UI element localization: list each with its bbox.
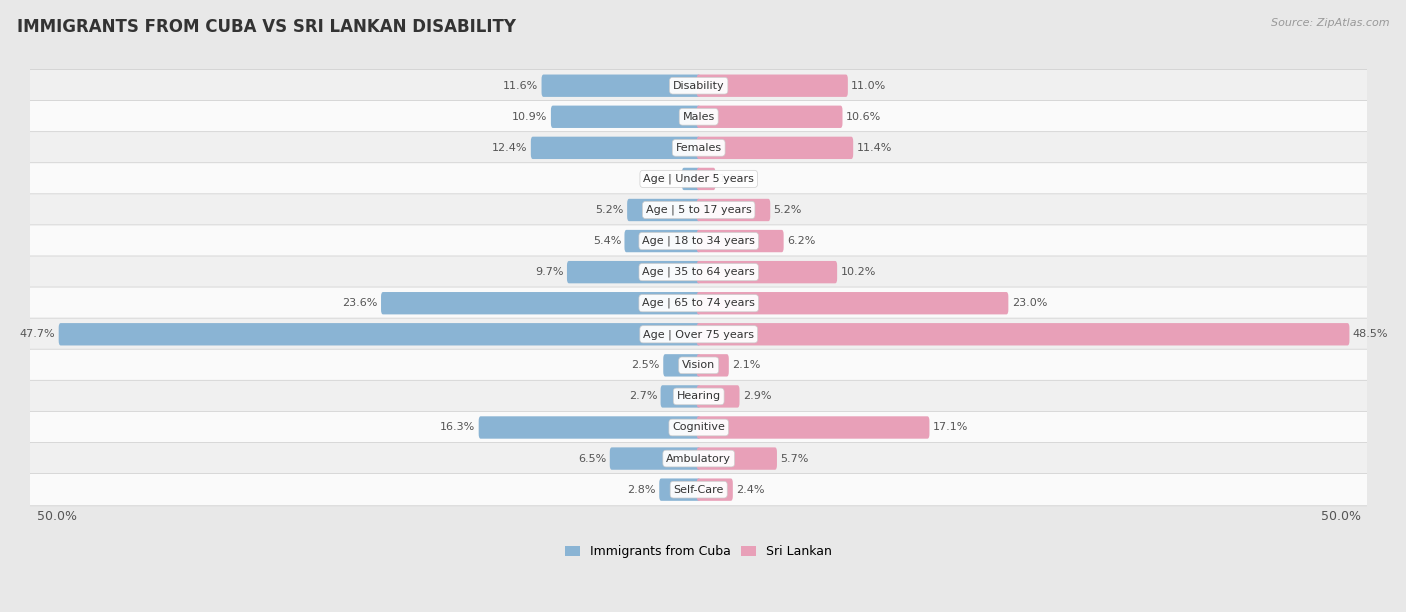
Text: 11.6%: 11.6%	[503, 81, 538, 91]
Text: 5.2%: 5.2%	[595, 205, 624, 215]
Text: Females: Females	[676, 143, 721, 153]
Text: 2.1%: 2.1%	[733, 360, 761, 370]
FancyBboxPatch shape	[627, 199, 700, 221]
Text: 50.0%: 50.0%	[37, 510, 76, 523]
Text: Age | Over 75 years: Age | Over 75 years	[643, 329, 754, 340]
Text: Age | 5 to 17 years: Age | 5 to 17 years	[645, 205, 752, 215]
FancyBboxPatch shape	[697, 354, 728, 376]
FancyBboxPatch shape	[697, 323, 1350, 345]
FancyBboxPatch shape	[30, 132, 1368, 164]
FancyBboxPatch shape	[610, 447, 700, 470]
Text: Age | 18 to 34 years: Age | 18 to 34 years	[643, 236, 755, 246]
FancyBboxPatch shape	[30, 194, 1368, 226]
FancyBboxPatch shape	[478, 416, 700, 439]
Text: 2.4%: 2.4%	[737, 485, 765, 494]
Text: Males: Males	[682, 112, 714, 122]
FancyBboxPatch shape	[697, 106, 842, 128]
FancyBboxPatch shape	[697, 292, 1008, 315]
FancyBboxPatch shape	[30, 380, 1368, 412]
Text: IMMIGRANTS FROM CUBA VS SRI LANKAN DISABILITY: IMMIGRANTS FROM CUBA VS SRI LANKAN DISAB…	[17, 18, 516, 36]
Text: Age | 65 to 74 years: Age | 65 to 74 years	[643, 298, 755, 308]
FancyBboxPatch shape	[551, 106, 700, 128]
Text: 5.7%: 5.7%	[780, 453, 808, 463]
FancyBboxPatch shape	[682, 168, 700, 190]
FancyBboxPatch shape	[659, 479, 700, 501]
Text: 11.4%: 11.4%	[856, 143, 891, 153]
Text: 10.9%: 10.9%	[512, 112, 547, 122]
FancyBboxPatch shape	[697, 75, 848, 97]
Text: 9.7%: 9.7%	[536, 267, 564, 277]
FancyBboxPatch shape	[541, 75, 700, 97]
FancyBboxPatch shape	[624, 230, 700, 252]
Text: 50.0%: 50.0%	[1320, 510, 1361, 523]
Text: 17.1%: 17.1%	[932, 422, 969, 433]
Text: 5.4%: 5.4%	[593, 236, 621, 246]
FancyBboxPatch shape	[697, 199, 770, 221]
FancyBboxPatch shape	[30, 163, 1368, 195]
FancyBboxPatch shape	[697, 479, 733, 501]
Text: Disability: Disability	[673, 81, 724, 91]
Text: Cognitive: Cognitive	[672, 422, 725, 433]
Text: 2.5%: 2.5%	[631, 360, 659, 370]
Text: 12.4%: 12.4%	[492, 143, 527, 153]
Text: 6.5%: 6.5%	[578, 453, 606, 463]
FancyBboxPatch shape	[30, 474, 1368, 506]
Text: 23.6%: 23.6%	[342, 298, 378, 308]
FancyBboxPatch shape	[697, 447, 778, 470]
FancyBboxPatch shape	[30, 411, 1368, 444]
FancyBboxPatch shape	[664, 354, 700, 376]
FancyBboxPatch shape	[30, 256, 1368, 288]
Text: 23.0%: 23.0%	[1012, 298, 1047, 308]
Text: 16.3%: 16.3%	[440, 422, 475, 433]
FancyBboxPatch shape	[30, 442, 1368, 475]
Text: 1.1%: 1.1%	[651, 174, 679, 184]
FancyBboxPatch shape	[30, 287, 1368, 319]
Text: 2.7%: 2.7%	[628, 392, 657, 401]
Text: Hearing: Hearing	[676, 392, 721, 401]
FancyBboxPatch shape	[59, 323, 700, 345]
FancyBboxPatch shape	[30, 349, 1368, 381]
FancyBboxPatch shape	[697, 416, 929, 439]
FancyBboxPatch shape	[30, 318, 1368, 351]
FancyBboxPatch shape	[661, 385, 700, 408]
Legend: Immigrants from Cuba, Sri Lankan: Immigrants from Cuba, Sri Lankan	[561, 540, 837, 563]
Text: 2.8%: 2.8%	[627, 485, 657, 494]
FancyBboxPatch shape	[30, 100, 1368, 133]
FancyBboxPatch shape	[697, 385, 740, 408]
FancyBboxPatch shape	[697, 261, 837, 283]
FancyBboxPatch shape	[30, 70, 1368, 102]
Text: Age | Under 5 years: Age | Under 5 years	[644, 174, 754, 184]
Text: 6.2%: 6.2%	[787, 236, 815, 246]
FancyBboxPatch shape	[30, 225, 1368, 257]
Text: 47.7%: 47.7%	[20, 329, 55, 339]
FancyBboxPatch shape	[567, 261, 700, 283]
Text: 11.0%: 11.0%	[851, 81, 886, 91]
FancyBboxPatch shape	[697, 230, 783, 252]
Text: 10.2%: 10.2%	[841, 267, 876, 277]
Text: Age | 35 to 64 years: Age | 35 to 64 years	[643, 267, 755, 277]
FancyBboxPatch shape	[531, 136, 700, 159]
Text: 10.6%: 10.6%	[846, 112, 882, 122]
Text: Vision: Vision	[682, 360, 716, 370]
Text: 5.2%: 5.2%	[773, 205, 801, 215]
FancyBboxPatch shape	[697, 168, 716, 190]
Text: Ambulatory: Ambulatory	[666, 453, 731, 463]
Text: 48.5%: 48.5%	[1353, 329, 1388, 339]
FancyBboxPatch shape	[697, 136, 853, 159]
Text: Self-Care: Self-Care	[673, 485, 724, 494]
Text: 2.9%: 2.9%	[742, 392, 772, 401]
Text: 1.1%: 1.1%	[718, 174, 747, 184]
FancyBboxPatch shape	[381, 292, 700, 315]
Text: Source: ZipAtlas.com: Source: ZipAtlas.com	[1271, 18, 1389, 28]
